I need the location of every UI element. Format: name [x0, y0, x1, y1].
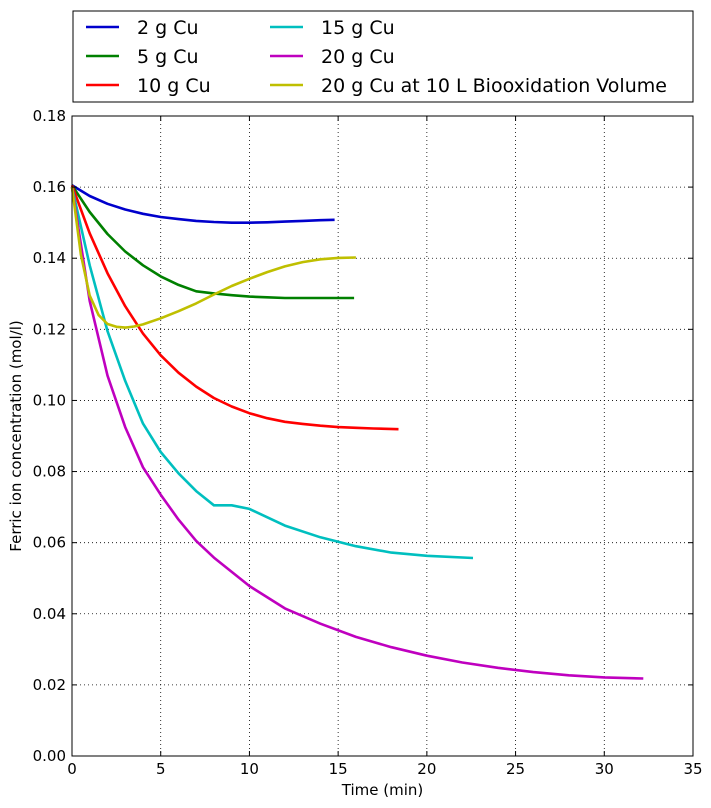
series-line — [70, 186, 644, 680]
legend-label: 10 g Cu — [137, 75, 211, 97]
x-tick-label: 20 — [417, 760, 436, 778]
y-axis-label: Ferric ion concentration (mol/l) — [7, 320, 25, 551]
series-line — [70, 186, 356, 329]
y-tick-label: 0.08 — [33, 463, 66, 481]
plot-frame — [71, 115, 694, 757]
y-tick-label: 0.14 — [33, 249, 66, 267]
x-tick-labels: 0 5 10 15 20 25 30 35 — [67, 760, 702, 778]
y-tick-label: 0.06 — [33, 534, 66, 552]
series-line — [70, 184, 399, 431]
x-tick-label: 5 — [156, 760, 166, 778]
x-tick-label: 35 — [683, 760, 702, 778]
legend-frame — [72, 10, 694, 103]
x-tick-label: 0 — [67, 760, 77, 778]
y-tick-label: 0.18 — [33, 107, 66, 125]
y-tick-label: 0.16 — [33, 178, 66, 196]
y-tick-label: 0.12 — [33, 320, 66, 338]
y-tick-label: 0.00 — [33, 747, 66, 765]
x-tick-label: 10 — [240, 760, 259, 778]
x-axis-label: Time (min) — [341, 781, 423, 799]
x-tick-label: 15 — [329, 760, 348, 778]
y-tick-label: 0.10 — [33, 391, 66, 409]
axis-ticks — [71, 115, 694, 757]
x-tick-label: 30 — [595, 760, 614, 778]
legend: 2 g Cu 5 g Cu 10 g Cu 15 g Cu 20 g Cu 20 g Cu… — [72, 10, 694, 103]
series-lines — [70, 184, 644, 680]
legend-label: 20 g Cu at 10 L Biooxidation Volume — [321, 75, 667, 97]
y-tick-label: 0.04 — [33, 605, 66, 623]
gridlines — [72, 116, 693, 756]
legend-label: 20 g Cu — [321, 46, 395, 68]
legend-label: 15 g Cu — [321, 17, 395, 39]
legend-label: 2 g Cu — [137, 17, 199, 39]
series-line — [71, 184, 335, 224]
y-tick-label: 0.02 — [33, 676, 66, 694]
x-tick-label: 25 — [506, 760, 525, 778]
legend-label: 5 g Cu — [137, 46, 199, 68]
y-tick-labels: 0.00 0.02 0.04 0.06 0.08 0.10 0.12 0.14 0.16 0.18 — [33, 107, 66, 765]
series-line — [70, 186, 474, 560]
